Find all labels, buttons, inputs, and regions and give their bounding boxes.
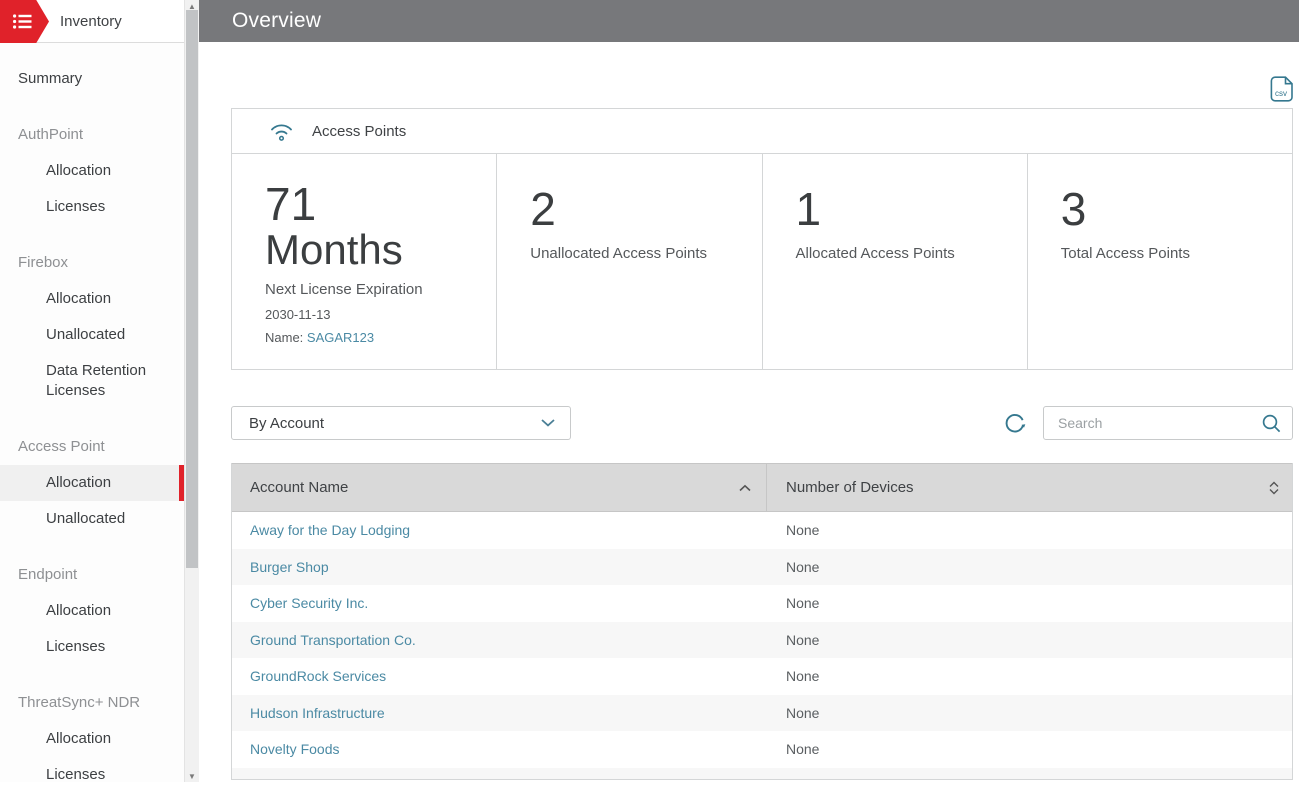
sidebar-item-data-retention-licenses[interactable]: Data Retention Licenses [46,362,147,399]
sidebar-section-threatsync-ndr: ThreatSync+ NDR [18,694,141,711]
group-by-select[interactable]: By Account [231,406,571,440]
name-label: Name: [265,330,304,346]
search-icon[interactable] [1261,413,1282,434]
account-link[interactable]: Cyber Security Inc. [250,595,369,612]
page-title: Overview [232,9,322,32]
panel-title: Access Points [312,122,407,140]
sidebar-scrollbar[interactable]: ▲ ▼ [185,0,199,782]
export-csv-button[interactable]: csv [1270,76,1294,102]
table-row: Novelty Foods None [232,731,1292,768]
sidebar-item-threatsync-licenses[interactable]: Licenses [46,766,106,783]
sidebar-title: Inventory [60,13,122,30]
sidebar: Inventory Summary AuthPoint Allocation L… [0,0,185,783]
sidebar-section-endpoint: Endpoint [18,566,78,583]
stat-allocated-access-points: 1 Allocated Access Points [763,154,1028,369]
access-points-panel-header: Access Points [232,109,1292,154]
account-link[interactable]: Hudson Infrastructure [250,704,385,721]
devices-cell: None [786,741,820,758]
account-link[interactable]: Novelty Foods [250,741,340,758]
table-row: Away for the Day Lodging None [232,512,1292,549]
sidebar-item-accesspoint-allocation[interactable]: Allocation [0,465,184,501]
expiration-months-value: 71 [265,178,317,230]
account-link[interactable]: Away for the Day Lodging [250,522,411,539]
sidebar-header: Inventory [0,0,184,43]
scroll-down-icon[interactable]: ▼ [188,771,196,781]
unallocated-count: 2 [530,183,556,235]
sidebar-nav: Summary AuthPoint Allocation Licenses Fi… [0,43,184,793]
table-header: Account Name Number of Devices [232,463,1292,512]
device-name-link[interactable]: SAGAR123 [306,330,375,346]
stats-row: 71 Months Next License Expiration 2030-1… [232,154,1292,369]
filter-row: By Account [231,406,1293,440]
stat-total-access-points: 3 Total Access Points [1028,154,1292,369]
total-count: 3 [1060,183,1087,235]
sidebar-item-firebox-allocation[interactable]: Allocation [46,290,112,307]
stat-next-license-expiration: 71 Months Next License Expiration 2030-1… [232,154,498,369]
devices-cell: None [786,668,820,685]
sidebar-item-summary[interactable]: Summary [18,70,83,87]
total-label: Total Access Points [1060,245,1190,262]
sidebar-item-endpoint-allocation[interactable]: Allocation [46,602,112,619]
sidebar-item-endpoint-licenses[interactable]: Licenses [46,638,106,655]
search-input[interactable] [1058,415,1261,431]
account-name-header-label: Account Name [250,479,349,496]
unallocated-label: Unallocated Access Points [530,245,708,262]
expiration-device-name: Name: SAGAR123 [265,330,486,345]
search-box [1043,406,1293,440]
table-row: Ground Transportation Co. None [232,621,1292,658]
expiration-months-unit: Months [265,226,403,274]
devices-cell: None [786,595,820,612]
column-header-number-of-devices[interactable]: Number of Devices [767,464,1292,511]
devices-cell: None [786,522,820,539]
expiration-label: Next License Expiration [265,281,423,299]
sidebar-section-authpoint: AuthPoint [18,126,84,143]
accounts-table: Account Name Number of Devices Away for … [231,463,1293,780]
table-row: Burger Shop None [232,548,1292,585]
sidebar-item-threatsync-allocation[interactable]: Allocation [46,730,112,747]
devices-cell: None [786,558,820,575]
svg-text:csv: csv [1275,89,1287,98]
sidebar-section-firebox: Firebox [18,254,69,271]
number-of-devices-header-label: Number of Devices [786,479,914,496]
sidebar-item-authpoint-licenses[interactable]: Licenses [46,198,106,215]
account-link[interactable]: Burger Shop [250,558,329,575]
stat-unallocated-access-points: 2 Unallocated Access Points [497,154,763,369]
table-row: GroundRock Services None [232,658,1292,695]
sort-both-icon [1268,481,1280,495]
column-header-account-name[interactable]: Account Name [232,464,767,511]
account-link[interactable]: GroundRock Services [250,668,387,685]
table-row: Hudson Infrastructure None [232,694,1292,731]
devices-cell: None [786,631,820,648]
access-points-panel: Access Points 71 Months Next License Exp… [231,108,1293,370]
refresh-button[interactable] [1003,411,1027,435]
main-content: Overview csv Access Points 71 Months Nex… [199,0,1299,782]
allocated-label: Allocated Access Points [795,245,955,262]
table-row: Cyber Security Inc. None [232,585,1292,622]
inventory-menu-badge[interactable] [0,0,49,43]
account-link[interactable]: Ground Transportation Co. [250,631,416,648]
chevron-down-icon [541,419,555,427]
group-by-selected-value: By Account [249,414,325,432]
expiration-date: 2030-11-13 [265,307,331,323]
sidebar-section-access-point: Access Point [18,438,105,455]
scrollbar-thumb[interactable] [186,10,198,568]
devices-cell: None [786,704,820,721]
scroll-up-icon[interactable]: ▲ [188,1,196,11]
csv-file-icon: csv [1270,76,1293,102]
table-row-partial [232,767,1292,779]
sidebar-item-firebox-unallocated[interactable]: Unallocated [46,326,126,343]
wifi-icon [271,124,292,141]
refresh-icon [1005,414,1026,433]
sort-asc-icon [739,484,751,491]
sidebar-item-authpoint-allocation[interactable]: Allocation [46,162,112,179]
sidebar-item-accesspoint-unallocated[interactable]: Unallocated [46,510,126,527]
list-icon [13,14,32,29]
page-header: Overview [199,0,1299,42]
allocated-count: 1 [795,183,822,235]
table-body: Away for the Day Lodging None Burger Sho… [232,512,1292,779]
